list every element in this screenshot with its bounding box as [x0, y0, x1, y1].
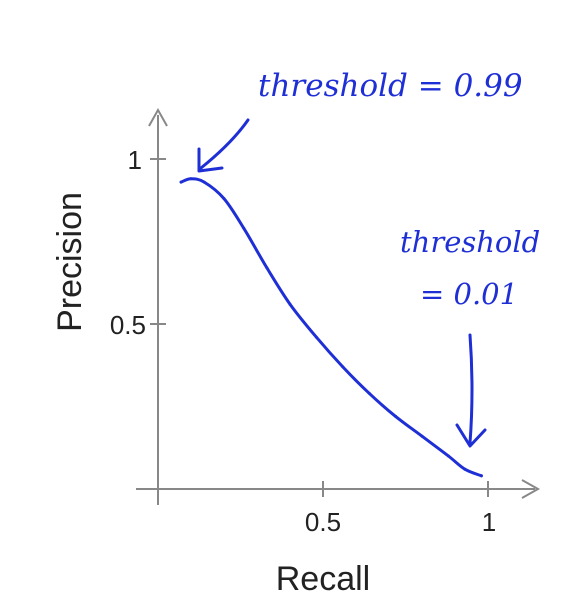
data-point-13: [463, 467, 467, 471]
arrow-head: [455, 423, 487, 448]
axes: [136, 107, 541, 505]
data-point-7: [314, 335, 318, 339]
annotation-low-threshold-arrow: [455, 333, 487, 448]
y-tick-label-0-5: 0.5: [110, 310, 146, 340]
annotation-low-threshold-line-1: threshold: [400, 225, 540, 259]
x-tick-label-0-5: 0.5: [305, 507, 341, 537]
x-axis-title: Recall: [276, 560, 370, 598]
annotation-high-threshold: threshold = 0.99: [258, 68, 523, 104]
data-point-10: [394, 414, 398, 418]
x-tick-label-1: 1: [482, 507, 496, 537]
arrow-head: [197, 147, 224, 173]
arrow-shaft: [468, 333, 474, 445]
y-tick-label-1: 1: [128, 145, 142, 175]
x-axis-arrow: [521, 479, 541, 499]
y-axis-arrow: [148, 107, 168, 127]
ticks: [150, 158, 489, 497]
series-line: [179, 177, 483, 478]
data-point-11: [420, 434, 424, 438]
data-point-1: [189, 177, 193, 181]
data-point-9: [367, 391, 371, 395]
data-point-4: [242, 226, 246, 230]
data-point-8: [341, 365, 345, 369]
data-point-14: [479, 474, 483, 478]
data-point-0: [179, 180, 183, 184]
arrow-shaft: [199, 118, 250, 170]
series-points: [179, 177, 483, 478]
data-point-6: [288, 302, 292, 306]
data-point-2: [202, 180, 206, 184]
data-point-3: [222, 197, 226, 201]
y-axis-title: Precision: [51, 192, 89, 332]
annotation-high-threshold-arrow: [197, 118, 250, 173]
data-point-12: [446, 454, 450, 458]
annotation-low-threshold-line-2: = 0.01: [420, 277, 518, 311]
data-point-5: [265, 266, 269, 270]
